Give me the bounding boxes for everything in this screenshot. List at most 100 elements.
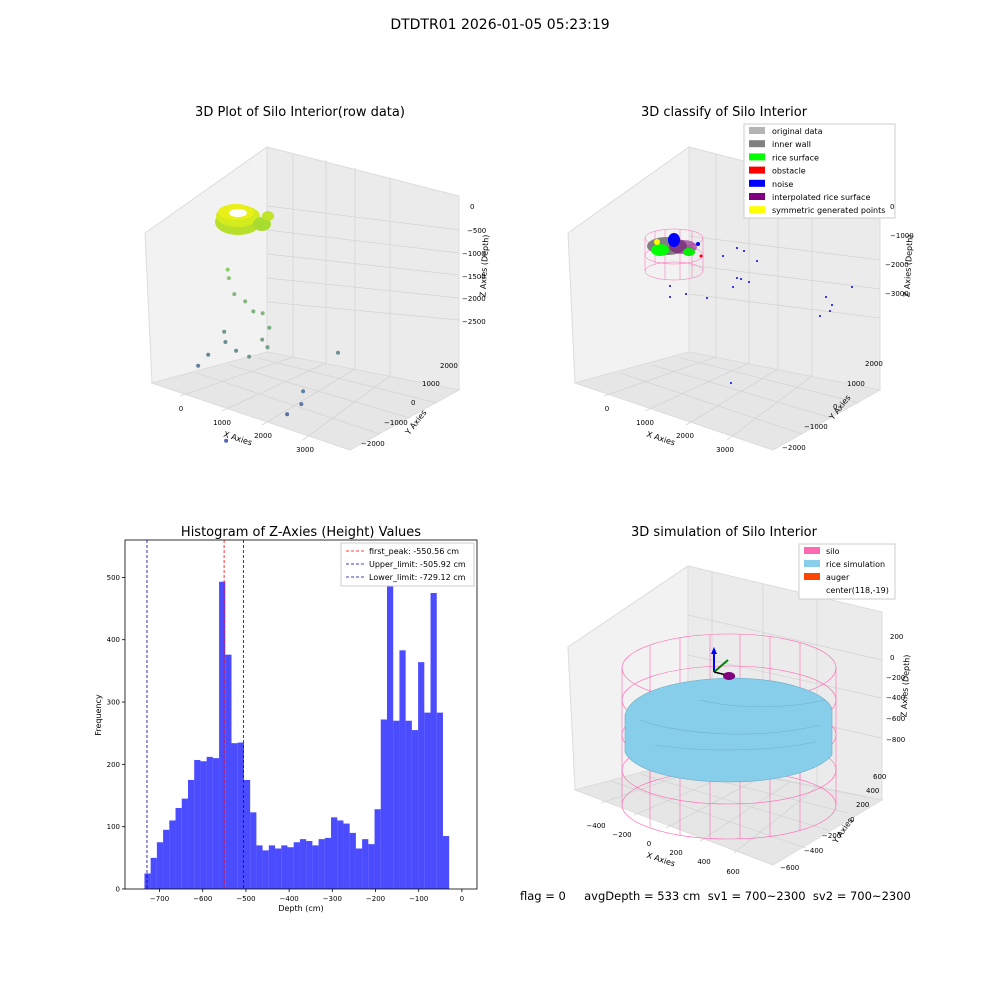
histogram-bar [293,842,300,889]
histogram-bar [331,817,338,889]
raw-data-point [301,389,306,394]
histogram-bars [144,555,450,890]
classify-legend-label: obstacle [772,167,806,176]
histogram-bar [175,807,182,889]
histogram-bar [374,809,381,889]
classify-z-tick: −2000 [885,261,909,269]
classify-z-tick: −1000 [890,232,914,240]
histogram-x-tick-label: −500 [236,895,255,903]
histogram-bar [206,756,213,889]
histogram-bar [312,845,319,890]
raw-data-point [251,309,256,314]
histogram-bar [243,779,251,889]
histogram-bar [212,758,220,890]
simulation-legend-swatch [804,573,820,580]
raw-z-tick: 0 [470,203,474,211]
histogram-bar [181,798,188,889]
simulation-z-tick: −600 [886,715,905,723]
classify-legend-label: noise [772,180,793,189]
histogram-bar [355,848,363,889]
raw-x-tick: 3000 [296,446,314,454]
histogram-y-tick-label: 300 [107,699,120,707]
histogram-legend-label: Lower_limit: -729.12 cm [369,573,466,582]
figure-title: DTDTR01 2026-01-05 05:23:19 [390,17,610,33]
raw-data-point [260,311,265,316]
simulation-z-tick: −200 [886,674,905,682]
raw-data-point [196,363,201,368]
classify-legend-label: inner wall [772,140,811,149]
raw-plot-axes-box [144,146,461,451]
raw-data-point [206,352,211,357]
classify-y-tick: −1000 [804,423,828,431]
histogram-bar [349,832,356,889]
raw-z-label: Z Axies (Depth) [478,234,490,297]
histogram-bar [275,848,282,889]
classify-x-tick: 2000 [676,432,694,440]
histogram-bar [424,712,431,889]
raw-x-tick: 2000 [254,432,272,440]
simulation-y-tick: 0 [850,816,854,824]
histogram-bar [436,712,443,889]
histogram-bar [237,742,244,889]
simulation-legend-label: center(118,-19) [826,586,889,595]
simulation-x-tick: 0 [647,840,651,848]
histogram-bar [362,839,369,889]
histogram-title: Histogram of Z-Axies (Height) Values [181,525,421,540]
raw-plot-title: 3D Plot of Silo Interior(row data) [195,105,405,120]
classify-legend-swatch [749,166,765,174]
histogram-bar [287,847,294,889]
histogram-vlines [146,540,244,889]
histogram-y-tick-label: 400 [107,636,120,644]
histogram-bar [299,839,307,889]
classify-y-ticks: −2000 −1000 0 1000 2000 [782,360,883,452]
histogram-bar [163,829,170,889]
histogram-bar [200,761,207,889]
simulation-z-tick: 200 [890,633,903,641]
histogram-bar [187,779,195,889]
histogram-bar [250,812,257,889]
histogram-y-tick-label: 100 [107,823,120,831]
histogram-bar [281,845,288,890]
histogram-bar [144,873,151,889]
classify-x-tick: 0 [605,405,609,413]
raw-data-point [225,267,230,272]
raw-x-tick: 0 [179,405,183,413]
classify-plot-title: 3D classify of Silo Interior [641,105,808,120]
histogram-bar [343,823,350,889]
raw-points-group [196,267,340,443]
classify-legend-swatch [749,193,765,200]
classify-y-tick: −2000 [782,444,806,452]
histogram-bar [324,837,332,889]
classify-y-tick: 2000 [865,360,883,368]
simulation-legend-label: auger [826,573,850,582]
simulation-y-tick: −400 [804,847,823,855]
simulation-y-ticks: −600 −400 −200 0 200 400 600 [780,773,886,872]
classify-legend-swatch [749,179,765,187]
histogram-legend-label: first_peak: -550.56 cm [369,547,459,556]
raw-z-tick: −2000 [462,295,486,303]
simulation-x-tick: 200 [669,849,682,857]
histogram-bar [156,842,164,889]
raw-x-label: X Axies [222,430,253,448]
simulation-x-tick: −400 [586,822,605,830]
simulation-y-tick: 200 [856,801,869,809]
histogram-bar [262,850,269,889]
simulation-y-tick: 400 [866,787,879,795]
raw-data-point [222,329,227,334]
simulation-y-tick: −600 [780,864,799,872]
classify-3d-plot: 3D classify of Silo Interior [567,105,915,454]
classify-x-tick: 3000 [716,446,734,454]
raw-y-tick: 2000 [440,362,458,370]
classify-legend: original data inner wall rice surface obsta… [743,123,896,219]
raw-z-tick: −2500 [462,318,486,326]
raw-data-point [260,337,265,342]
simulation-x-ticks: −400 −200 0 200 400 600 [586,822,739,876]
raw-z-tick: −1500 [462,273,486,281]
raw-y-tick: −2000 [361,440,385,448]
histogram-bar [150,857,157,889]
histogram-bar [411,730,419,889]
simulation-title: 3D simulation of Silo Interior [631,525,818,540]
raw-data-point [234,348,239,353]
raw-y-tick: 0 [411,399,415,407]
histogram-x-tick-label: −300 [323,895,342,903]
